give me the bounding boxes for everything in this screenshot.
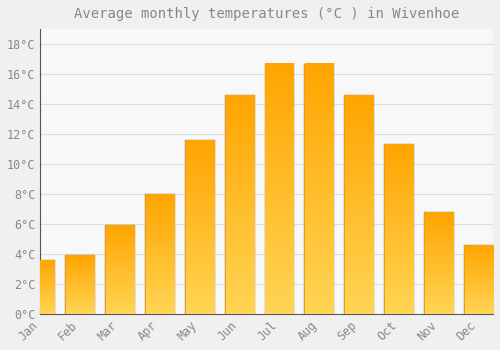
- Bar: [384, 145, 414, 314]
- Bar: [26, 260, 56, 314]
- Bar: [224, 95, 254, 314]
- Bar: [424, 212, 454, 314]
- Bar: [304, 64, 334, 314]
- Bar: [185, 140, 214, 314]
- Title: Average monthly temperatures (°C ) in Wivenhoe: Average monthly temperatures (°C ) in Wi…: [74, 7, 460, 21]
- Bar: [105, 225, 135, 314]
- Bar: [65, 256, 95, 314]
- Bar: [264, 64, 294, 314]
- Bar: [145, 194, 175, 314]
- Bar: [344, 95, 374, 314]
- Bar: [464, 245, 494, 314]
